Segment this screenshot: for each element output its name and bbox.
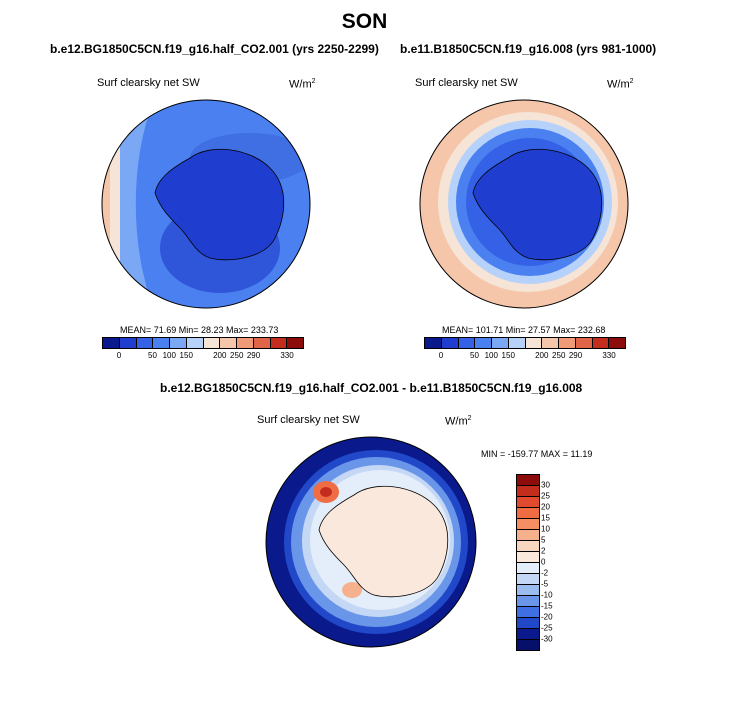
- panel3-subtitle: Surf clearsky net SW: [257, 414, 360, 426]
- panel3-tick: 2: [541, 546, 546, 556]
- colorbar-swatch: [517, 508, 539, 519]
- panel2-colorbar: [424, 337, 626, 349]
- panel2-subtitle: Surf clearsky net SW: [415, 77, 518, 89]
- colorbar-swatch: [559, 338, 576, 348]
- panel1-colorbar-labels: 0 50 100 150 200 250 290 330: [102, 351, 304, 363]
- panel1-tick: 0: [116, 351, 122, 360]
- colorbar-swatch: [136, 338, 154, 348]
- colorbar-swatch: [237, 338, 254, 348]
- colorbar-swatch: [575, 338, 593, 348]
- colorbar-swatch: [517, 497, 539, 508]
- colorbar-swatch: [153, 338, 170, 348]
- panel1-tick: 150: [179, 351, 193, 360]
- colorbar-swatch: [517, 629, 539, 640]
- colorbar-swatch: [270, 338, 288, 348]
- panel1-polar-map: [101, 99, 311, 309]
- panel2-colorbar-labels: 0 50 100 150 200 250 290 330: [424, 351, 626, 363]
- colorbar-swatch: [542, 338, 559, 348]
- panel3-colorbar-labels: 30 25 20 15 10 5 2 0 -2 -5 -10 -15 -20 -…: [541, 474, 571, 644]
- panel2-tick: 0: [438, 351, 444, 360]
- colorbar-swatch: [517, 475, 539, 486]
- panel3-tick: 30: [541, 480, 550, 490]
- colorbar-swatch: [458, 338, 476, 348]
- colorbar-swatch: [186, 338, 204, 348]
- colorbar-swatch: [525, 338, 543, 348]
- colorbar-swatch: [517, 486, 539, 497]
- figure-title: SON: [341, 10, 388, 33]
- panel2-polar-map: [419, 99, 629, 309]
- colorbar-swatch: [517, 640, 539, 650]
- panel3-tick: -20: [541, 612, 553, 622]
- colorbar-swatch: [253, 338, 271, 348]
- colorbar-swatch: [203, 338, 221, 348]
- panel3-tick: -10: [541, 590, 553, 600]
- colorbar-swatch: [475, 338, 492, 348]
- panel1-tick: 330: [280, 351, 294, 360]
- colorbar-swatch: [517, 607, 539, 618]
- colorbar-swatch: [425, 338, 442, 348]
- panel3-units: W/m2: [445, 415, 472, 428]
- panel3-tick: -30: [541, 634, 553, 644]
- panel3-polar-map: [265, 436, 477, 648]
- panel3-tick: -15: [541, 601, 553, 611]
- colorbar-swatch: [517, 574, 539, 585]
- panel3-tick: 25: [541, 491, 550, 501]
- panel3-stats: MIN = -159.77 MAX = 11.19: [481, 449, 593, 459]
- panel3-tick: 0: [541, 557, 546, 567]
- panel2-units: W/m2: [607, 78, 634, 91]
- panel1-subtitle: Surf clearsky net SW: [97, 77, 200, 89]
- colorbar-swatch: [517, 519, 539, 530]
- colorbar-swatch: [119, 338, 137, 348]
- colorbar-swatch: [287, 338, 303, 348]
- panel3-tick: 20: [541, 502, 550, 512]
- panel1-tick: 250: [230, 351, 244, 360]
- panel2-stats: MEAN= 101.71 Min= 27.57 Max= 232.68: [442, 325, 606, 335]
- panel1-colorbar: [102, 337, 304, 349]
- colorbar-swatch: [517, 541, 539, 552]
- panel3-tick: 10: [541, 524, 550, 534]
- panel2-tick: 50: [470, 351, 479, 360]
- panel2-tick: 250: [552, 351, 566, 360]
- panel3-tick: 15: [541, 513, 550, 523]
- colorbar-swatch: [609, 338, 625, 348]
- panel3-title: b.e12.BG1850C5CN.f19_g16.half_CO2.001 - …: [160, 381, 583, 395]
- panel2-tick: 290: [568, 351, 583, 360]
- colorbar-swatch: [170, 338, 187, 348]
- panel1-title: b.e12.BG1850C5CN.f19_g16.half_CO2.001 (y…: [50, 42, 379, 56]
- panel3-tick: -5: [541, 579, 549, 589]
- colorbar-swatch: [517, 596, 539, 607]
- colorbar-swatch: [517, 530, 539, 541]
- panel2-tick: 150: [501, 351, 515, 360]
- panel2-tick: 200: [535, 351, 549, 360]
- colorbar-swatch: [517, 618, 539, 629]
- panel1-tick: 100: [162, 351, 176, 360]
- panel1-tick: 50: [148, 351, 157, 360]
- colorbar-swatch: [592, 338, 610, 348]
- colorbar-swatch: [441, 338, 459, 348]
- panel2-tick: 100: [484, 351, 498, 360]
- colorbar-swatch: [508, 338, 526, 348]
- panel3-tick: -2: [541, 568, 549, 578]
- panel3-colorbar: [516, 474, 540, 651]
- colorbar-swatch: [517, 563, 539, 574]
- panel2-tick: 330: [602, 351, 616, 360]
- panel1-units: W/m2: [289, 78, 316, 91]
- colorbar-swatch: [103, 338, 120, 348]
- colorbar-swatch: [220, 338, 237, 348]
- panel3-tick: -25: [541, 623, 553, 633]
- panel1-tick: 290: [246, 351, 261, 360]
- colorbar-swatch: [517, 552, 539, 563]
- panel1-tick: 200: [213, 351, 227, 360]
- panel3-tick: 5: [541, 535, 546, 545]
- colorbar-swatch: [517, 585, 539, 596]
- panel1-stats: MEAN= 71.69 Min= 28.23 Max= 233.73: [120, 325, 279, 335]
- colorbar-swatch: [492, 338, 509, 348]
- panel2-title: b.e11.B1850C5CN.f19_g16.008 (yrs 981-100…: [400, 42, 657, 56]
